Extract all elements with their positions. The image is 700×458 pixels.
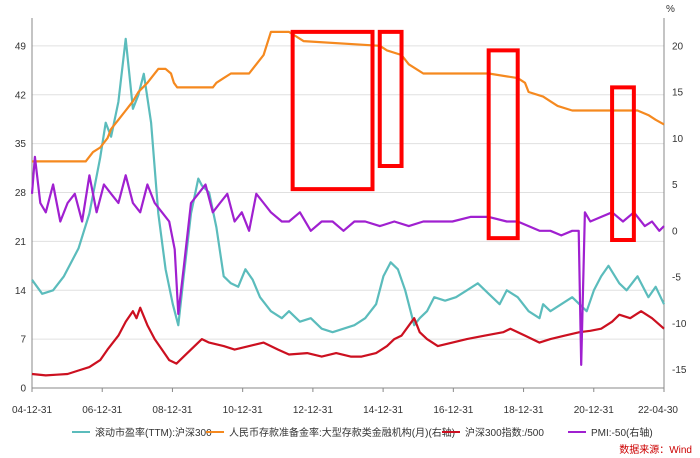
legend-label-rrr: 人民币存款准备金率:大型存款类金融机构(月)(右轴)	[229, 428, 456, 439]
tick-labels: 0 7 14 21 28 35 42 49 -15 -10 -5 0 5 10 15 20% 04-12-31 0…	[12, 4, 687, 416]
highlight-box-0	[290, 29, 375, 192]
legend-swatch-csi300	[442, 430, 460, 433]
x-tick-label: 06-12-31	[82, 405, 122, 416]
legend-item-pe: 滚动市盈率(TTM):沪深300	[72, 424, 212, 439]
x-tick-label: 04-12-31	[12, 405, 52, 416]
series-line-2	[31, 306, 665, 377]
highlight-boxes	[290, 29, 636, 242]
y-left-tick-label: 49	[15, 41, 27, 52]
y-right-tick-label: 20	[672, 41, 684, 52]
y-left-tick-label: 42	[15, 90, 27, 101]
x-tick-label: 12-12-31	[293, 405, 333, 416]
source-note: 数据来源：Wind	[619, 445, 692, 456]
x-tick-label: 16-12-31	[433, 405, 473, 416]
legend-item-pmi: PMI:-50(右轴)	[568, 424, 653, 439]
x-tick-label: 14-12-31	[363, 405, 403, 416]
y-left-tick-label: 7	[20, 335, 26, 346]
legend-item-rrr: 人民币存款准备金率:大型存款类金融机构(月)(右轴)	[206, 424, 455, 439]
axes	[31, 18, 665, 392]
y-right-unit-label: %	[666, 4, 675, 15]
y-right-tick-label: 0	[672, 226, 678, 237]
legend-label-pe: 滚动市盈率(TTM):沪深300	[95, 428, 212, 439]
y-right-tick-label: 5	[672, 180, 678, 191]
x-tick-label: 22-04-30	[638, 405, 678, 416]
series-line-3	[30, 155, 665, 366]
highlight-box-1	[377, 29, 404, 168]
x-tick-label: 20-12-31	[574, 405, 614, 416]
legend-label-pmi: PMI:-50(右轴)	[591, 428, 653, 439]
highlight-box-3	[610, 85, 636, 242]
x-tick-label: 08-12-31	[152, 405, 192, 416]
y-left-tick-label: 21	[15, 237, 27, 248]
y-left-tick-label: 14	[15, 286, 27, 297]
x-tick-label: 18-12-31	[504, 405, 544, 416]
legend-item-csi300: 沪深300指数:/500	[442, 424, 544, 439]
highlight-box-2	[486, 48, 520, 241]
y-right-tick-label: 15	[672, 88, 684, 99]
gridlines	[32, 45, 664, 340]
y-right-tick-label: -5	[672, 273, 681, 284]
y-right-tick-label: -15	[672, 365, 687, 376]
x-tick-label: 10-12-31	[223, 405, 263, 416]
y-right-tick-label: 10	[672, 134, 684, 145]
y-left-tick-label: 28	[15, 188, 27, 199]
legend: 滚动市盈率(TTM):沪深300 人民币存款准备金率:大型存款类金融机构(月)(…	[0, 424, 700, 440]
legend-swatch-pe	[72, 430, 90, 433]
y-left-tick-label: 0	[20, 384, 26, 395]
series-line-0	[31, 37, 665, 334]
legend-label-csi300: 沪深300指数:/500	[465, 428, 544, 439]
series-lines	[30, 30, 665, 377]
y-left-tick-label: 35	[15, 139, 27, 150]
series-line-1	[32, 30, 665, 163]
legend-swatch-rrr	[206, 430, 224, 433]
y-right-tick-label: -10	[672, 319, 687, 330]
legend-swatch-pmi	[568, 430, 586, 433]
